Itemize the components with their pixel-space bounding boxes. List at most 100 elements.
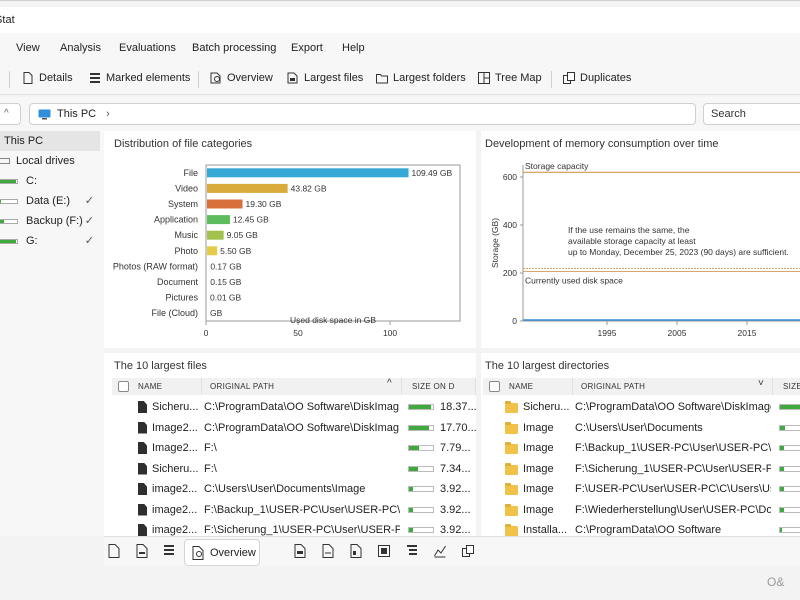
sidebar-item-drive-f[interactable]: Backup (F:) ✓: [0, 211, 100, 231]
column-name[interactable]: NAME: [503, 378, 573, 395]
value-label: 0.15 GB: [210, 277, 242, 287]
sidebar-item-this-pc[interactable]: This PC: [0, 131, 100, 151]
menu-evaluations[interactable]: Evaluations: [119, 42, 176, 54]
details-button[interactable]: Details: [22, 72, 73, 84]
up-button[interactable]: ^: [0, 103, 21, 125]
sidebar-item-drive-e[interactable]: Data (E:) ✓: [0, 191, 100, 211]
value-label: 9.05 GB: [227, 230, 259, 240]
list-icon[interactable]: [163, 544, 175, 558]
cell-name: Sicheru...: [523, 401, 570, 413]
drive-usage-bar: [0, 218, 18, 224]
size-bar: [779, 424, 800, 431]
marked-file-icon[interactable]: [136, 544, 148, 558]
table-row[interactable]: Sicheru... F:\ 7.34...: [112, 460, 472, 480]
tree-map-button[interactable]: Tree Map: [478, 72, 542, 84]
sidebar-item-label: Backup (F:): [26, 215, 83, 227]
table-row[interactable]: image2... F:\Sicherung_1\USER-PC\User\USE…: [112, 521, 472, 536]
duplicates-icon[interactable]: [462, 544, 474, 558]
search-input[interactable]: Search: [703, 103, 800, 125]
category-label: Photo: [174, 246, 198, 256]
table-row[interactable]: Image F:\USER-PC\User\USER-PC\C\Users\Use…: [483, 480, 800, 500]
duplicates-button[interactable]: Duplicates: [563, 72, 631, 84]
sort-desc-icon[interactable]: ˅: [758, 378, 765, 389]
menu-help[interactable]: Help: [342, 42, 365, 54]
largest-files-label: Largest files: [304, 72, 364, 84]
checkmark-icon: ✓: [84, 215, 94, 227]
address-bar: ^ This PC › Search: [0, 97, 800, 131]
size-bar: [408, 486, 434, 492]
computer-icon: [38, 109, 51, 119]
x-axis-title: Used disk space in GB: [290, 315, 376, 325]
details-label: Details: [39, 72, 73, 84]
cell-path: F:\Backup_1\USER-PC\User\USER-PC\C\...: [204, 503, 400, 516]
largest-files-panel: The 10 largest files NAME ORIGINAL PATH …: [104, 353, 476, 536]
address-location: This PC: [57, 108, 97, 120]
table-row[interactable]: Sicheru... C:\ProgramData\OO Software\Dis…: [483, 398, 800, 418]
select-all-checkbox[interactable]: [489, 381, 500, 392]
panel-splitter[interactable]: [476, 131, 481, 536]
value-label: GB: [210, 308, 223, 318]
x-tick-label: 100: [383, 328, 397, 338]
menu-batch-processing[interactable]: Batch processing: [192, 42, 277, 54]
table-row[interactable]: Image2... C:\ProgramData\OO Software\Disk…: [112, 419, 476, 439]
cell-path: C:\ProgramData\OO Software: [575, 524, 722, 536]
folder-icon: [505, 401, 518, 413]
bar: [207, 230, 224, 240]
menu-view[interactable]: View: [16, 42, 40, 54]
overview-button[interactable]: Overview: [210, 72, 273, 84]
column-original-path[interactable]: ORIGINAL PATH: [575, 378, 773, 395]
file-icon: [138, 401, 147, 413]
file-age-icon[interactable]: [350, 544, 362, 558]
view-tab-bar: Overview: [104, 536, 800, 566]
cell-path: C:\Users\User\Documents\Image: [204, 483, 366, 495]
largest-folders-button[interactable]: Largest folders: [376, 72, 466, 84]
tree-list-icon[interactable]: [406, 544, 418, 558]
size-bar: [408, 465, 434, 472]
tab-overview[interactable]: Overview: [184, 539, 260, 566]
menu-analysis[interactable]: Analysis: [60, 42, 101, 54]
sidebar-item-local-drives[interactable]: Local drives: [0, 151, 100, 171]
folder-icon: [505, 462, 518, 475]
panel-splitter[interactable]: [104, 348, 800, 353]
table-row[interactable]: Image C:\Users\User\Documents: [483, 419, 800, 439]
menu-export[interactable]: Export: [291, 42, 323, 54]
sidebar-item-drive-c[interactable]: C:: [0, 171, 100, 191]
column-name[interactable]: NAME: [132, 378, 202, 395]
table-row[interactable]: image2... F:\Backup_1\USER-PC\User\USER-P…: [112, 501, 472, 521]
file-type-icon[interactable]: [322, 544, 334, 558]
marked-elements-label: Marked elements: [106, 72, 191, 84]
size-bar: [408, 527, 434, 533]
address-field[interactable]: This PC ›: [29, 103, 696, 125]
table-row[interactable]: Image F:\Sicherung_1\USER-PC\User\USER-PC…: [483, 460, 800, 480]
marked-elements-button[interactable]: Marked elements: [89, 72, 190, 84]
cell-name: image2...: [152, 483, 198, 495]
table-row[interactable]: Image2... F:\ 7.79...: [112, 439, 472, 459]
table-row[interactable]: Installa... C:\ProgramData\OO Software: [483, 521, 800, 536]
document-icon: [23, 72, 33, 84]
cell-name: Sicheru...: [152, 462, 199, 475]
largest-files-button[interactable]: Largest files: [287, 72, 363, 84]
column-size[interactable]: SIZE: [777, 378, 800, 395]
checkmark-icon: ✓: [84, 195, 94, 207]
sidebar-item-drive-g[interactable]: G: ✓: [0, 231, 100, 251]
table-row[interactable]: image2... C:\Users\User\Documents\Image 3.…: [112, 480, 472, 500]
status-bar: O&: [0, 566, 800, 600]
table-row[interactable]: Sicheru... C:\ProgramData\OO Software\Dis…: [112, 398, 476, 418]
cell-path: C:\ProgramData\OO Software\DiskImage: [575, 401, 771, 413]
x-tick-label: 2005: [668, 328, 687, 338]
table-row[interactable]: Image F:\Backup_1\USER-PC\User\USER-PC\C\…: [483, 439, 800, 459]
select-all-checkbox[interactable]: [118, 381, 129, 392]
gallery-icon[interactable]: [378, 544, 390, 558]
column-size[interactable]: SIZE ON D: [406, 378, 476, 395]
details-icon[interactable]: [108, 544, 120, 558]
table-row[interactable]: Image F:\Wiederherstellung\User\USER-PC\D…: [483, 501, 800, 521]
cell-path: F:\Sicherung_1\USER-PC\User\USER-PC\...: [204, 524, 400, 536]
size-bar: [779, 465, 800, 472]
cell-path: F:\Backup_1\USER-PC\User\USER-PC\C\...: [575, 442, 771, 454]
dirs-table-header: NAME ORIGINAL PATH ˅ SIZE: [483, 378, 800, 395]
category-label: File: [183, 168, 198, 178]
line-chart-icon[interactable]: [434, 544, 446, 558]
sort-asc-icon[interactable]: ^: [387, 378, 392, 389]
column-original-path[interactable]: ORIGINAL PATH: [204, 378, 402, 395]
largest-files-icon[interactable]: [294, 544, 306, 558]
